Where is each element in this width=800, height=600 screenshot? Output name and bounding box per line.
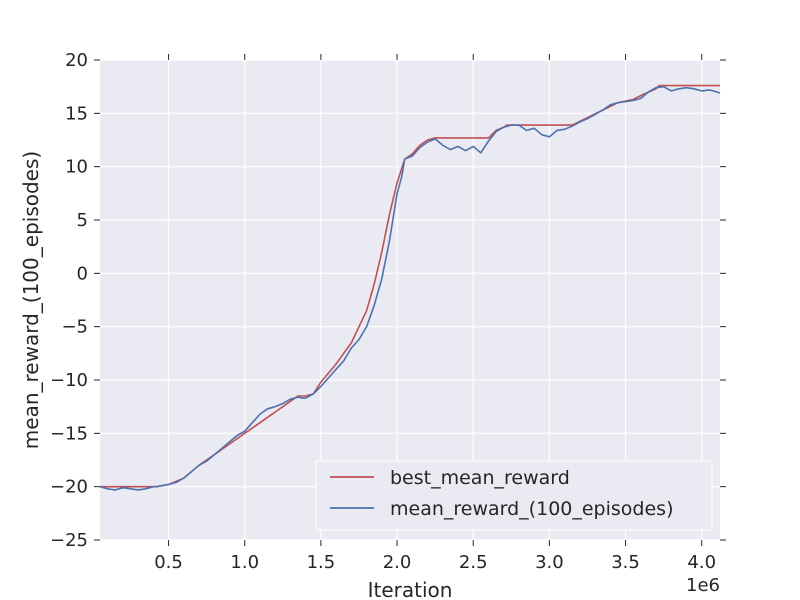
x-tick-label: 2.0 (383, 552, 412, 573)
x-tick-label: 1.0 (230, 552, 259, 573)
legend-label-best-mean-reward: best_mean_reward (390, 467, 570, 489)
x-multiplier-label: 1e6 (686, 575, 720, 596)
y-tick-label: −25 (50, 530, 88, 551)
legend-label-mean-reward: mean_reward_(100_episodes) (390, 498, 673, 520)
y-tick-label: −20 (50, 477, 88, 498)
y-tick-label: −5 (61, 317, 88, 338)
y-tick-label: 10 (65, 157, 88, 178)
plot-background (100, 60, 720, 540)
ticks: 0.5 1.0 1.5 2.0 2.5 3.0 3.5 4.0 −25 −20 −15 −10 −5 0 5… (50, 50, 726, 573)
x-tick-label: 3.0 (535, 552, 564, 573)
x-tick-label: 2.5 (459, 552, 488, 573)
legend-box (315, 460, 713, 531)
y-tick-label: 5 (77, 210, 88, 231)
x-tick-label: 4.0 (687, 552, 716, 573)
y-tick-label: −15 (50, 423, 88, 444)
y-tick-label: −10 (50, 370, 88, 391)
x-tick-label: 1.5 (307, 552, 336, 573)
series-line-mean-reward (99, 85, 721, 491)
x-axis-label: Iteration (368, 578, 453, 600)
y-tick-label: 20 (65, 50, 88, 71)
y-axis-label: mean_reward_(100_episodes) (19, 151, 43, 449)
legend: best_mean_reward mean_reward_(100_episod… (315, 460, 713, 531)
y-tick-label: 15 (65, 103, 88, 124)
x-tick-label: 0.5 (154, 552, 183, 573)
series-layer (99, 84, 721, 491)
y-tick-label: 0 (77, 263, 88, 284)
x-tick-label: 3.5 (611, 552, 640, 573)
